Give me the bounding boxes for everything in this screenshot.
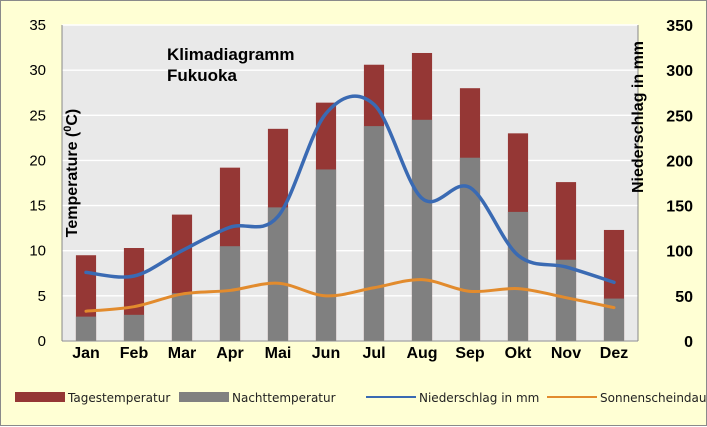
- legend-swatch: [179, 392, 229, 402]
- right-axis-ticks: 0 50 100 150 200 250 300 350: [666, 18, 693, 351]
- bar-nachttemperatur-dez: [603, 298, 625, 341]
- x-tick-label: Jul: [362, 345, 385, 362]
- y-left-tick-label: 0: [38, 333, 46, 350]
- bar-nachttemperatur-okt: [507, 211, 529, 341]
- bar-nachttemperatur-mar: [171, 293, 193, 341]
- x-tick-label: Feb: [120, 345, 149, 362]
- bar-nachttemperatur-sep: [459, 157, 481, 341]
- y-right-tick-label: 200: [666, 153, 693, 170]
- y-left-tick-label: 10: [29, 243, 46, 260]
- bar-nachttemperatur-apr: [219, 246, 241, 341]
- legend-label: Niederschlag in mm: [419, 391, 539, 405]
- y-axis-left-label: Temperature (0C): [62, 109, 81, 238]
- chart-title-line-1: Klimadiagramm: [167, 45, 295, 64]
- x-tick-label: Apr: [216, 345, 244, 362]
- y-right-tick-label: 250: [666, 108, 693, 125]
- bar-nachttemperatur-feb: [123, 314, 145, 341]
- y-left-tick-label: 20: [29, 152, 46, 169]
- y-right-tick-label: 150: [666, 199, 693, 216]
- y-right-tick-label: 0: [684, 334, 693, 351]
- x-axis-ticks: Jan Feb Mar Apr Mai Jun Jul Aug Sep Okt Nov Dez: [72, 345, 628, 362]
- y-left-tick-label: 5: [38, 288, 46, 305]
- line-sonnenscheindauer: [84, 278, 616, 313]
- x-tick-label: Dez: [600, 345, 628, 362]
- x-tick-label: Jun: [312, 345, 340, 362]
- x-tick-label: Mar: [168, 345, 196, 362]
- y-right-tick-label: 300: [666, 63, 693, 80]
- x-tick-label: Mai: [265, 345, 292, 362]
- bar-nachttemperatur-jul: [363, 126, 385, 342]
- y-left-tick-label: 30: [29, 62, 46, 79]
- y-axis-right-label: Niederschlag in mm: [630, 41, 647, 193]
- bar-nachttemperatur-mai: [267, 207, 289, 341]
- y-left-tick-label: 25: [29, 107, 46, 124]
- legend-swatch: [15, 392, 65, 402]
- chart-title-line-2: Fukuoka: [167, 66, 237, 85]
- plot-area: [62, 25, 638, 341]
- line-niederschlag-in-mm: [84, 94, 616, 285]
- y-left-tick-label: 15: [29, 198, 46, 215]
- y-left-tick-label: 35: [29, 17, 46, 34]
- bar-nachttemperatur-aug: [411, 119, 433, 341]
- x-tick-label: Aug: [406, 345, 437, 362]
- y-right-tick-label: 50: [675, 289, 693, 306]
- y-right-tick-label: 350: [666, 18, 693, 35]
- bar-nachttemperatur-jun: [315, 169, 337, 341]
- x-tick-label: Okt: [505, 345, 532, 362]
- y-right-tick-label: 100: [666, 244, 693, 261]
- legend-label: Nachttemperatur: [232, 391, 336, 405]
- x-tick-label: Nov: [551, 345, 581, 362]
- legend: Tagestemperatur Nachttemperatur Niederschl…: [15, 391, 707, 405]
- bar-nachttemperatur-jan: [75, 316, 97, 341]
- x-tick-label: Jan: [72, 345, 100, 362]
- x-tick-label: Sep: [455, 345, 485, 362]
- bar-nachttemperatur-nov: [555, 259, 577, 341]
- legend-label: Tagestemperatur: [67, 391, 170, 405]
- left-axis-ticks: 0 5 10 15 20 25 30 35: [29, 17, 46, 350]
- legend-label: Sonnenscheindauer: [600, 391, 707, 405]
- line-marks: [84, 94, 616, 313]
